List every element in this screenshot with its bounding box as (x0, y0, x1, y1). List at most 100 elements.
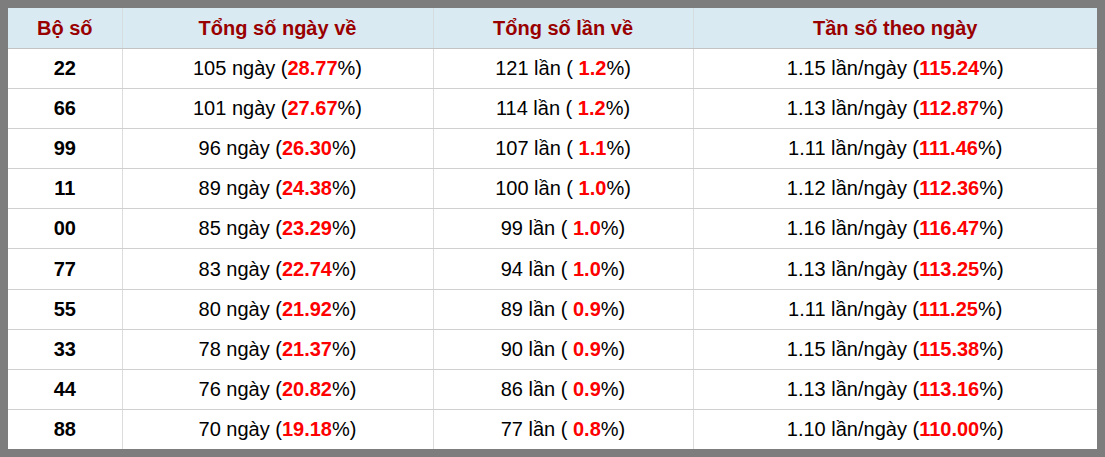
lottery-pair-statistics-table: Bộ số Tổng số ngày về Tổng số lần về Tần… (8, 8, 1097, 449)
cell-text: 80 ngày ( (199, 298, 282, 320)
cell-total-days: 105 ngày (28.77%) (122, 49, 433, 89)
cell-text: %) (332, 338, 356, 360)
cell-text: %) (606, 57, 630, 79)
cell-pair-number: 88 (8, 409, 122, 449)
header-total-days: Tổng số ngày về (122, 8, 433, 49)
cell-text: %) (332, 217, 356, 239)
cell-text: 77 lần ( (501, 418, 573, 440)
cell-pair-number: 22 (8, 49, 122, 89)
cell-pair-number: 55 (8, 289, 122, 329)
cell-total-days: 85 ngày (23.29%) (122, 209, 433, 249)
cell-text: %) (979, 378, 1003, 400)
cell-pair-number: 99 (8, 129, 122, 169)
highlight-value: 112.87 (919, 97, 979, 119)
highlight-value: 1.2 (578, 97, 606, 119)
highlight-value: 19.18 (282, 418, 332, 440)
cell-total-days: 89 ngày (24.38%) (122, 169, 433, 209)
highlight-value: 111.25 (919, 298, 978, 320)
cell-frequency-per-day: 1.13 lần/ngày (112.87%) (693, 89, 1097, 129)
cell-text: 83 ngày ( (199, 258, 282, 280)
cell-text: 1.13 lần/ngày ( (787, 378, 919, 400)
statistics-table-window: Bộ số Tổng số ngày về Tổng số lần về Tần… (0, 0, 1105, 457)
highlight-value: 21.92 (282, 298, 332, 320)
cell-text: 1.13 lần/ngày ( (787, 97, 919, 119)
highlight-value: 0.8 (573, 418, 601, 440)
table-row: 7783 ngày (22.74%)94 lần ( 1.0%)1.13 lần… (8, 249, 1097, 289)
cell-text: %) (332, 177, 356, 199)
cell-text: 1.11 lần/ngày ( (788, 298, 919, 320)
cell-text: 1.15 lần/ngày ( (787, 338, 919, 360)
table-row: 8870 ngày (19.18%)77 lần ( 0.8%)1.10 lần… (8, 409, 1097, 449)
table-row: 3378 ngày (21.37%)90 lần ( 0.9%)1.15 lần… (8, 329, 1097, 369)
highlight-value: 1.0 (573, 217, 601, 239)
cell-text: 99 lần ( (501, 217, 573, 239)
cell-pair-number: 00 (8, 209, 122, 249)
cell-text: %) (979, 177, 1003, 199)
cell-text: 107 lần ( (495, 137, 578, 159)
cell-text: 70 ngày ( (199, 418, 282, 440)
cell-total-times: 89 lần ( 0.9%) (433, 289, 693, 329)
cell-text: 94 lần ( (501, 258, 573, 280)
highlight-value: 112.36 (919, 177, 979, 199)
highlight-value: 113.16 (919, 378, 979, 400)
highlight-value: 1.0 (579, 177, 607, 199)
highlight-value: 27.67 (288, 97, 338, 119)
cell-text: %) (978, 137, 1002, 159)
header-row: Bộ số Tổng số ngày về Tổng số lần về Tần… (8, 8, 1097, 49)
cell-total-times: 114 lần ( 1.2%) (433, 89, 693, 129)
cell-text: 121 lần ( (495, 57, 578, 79)
cell-text: %) (601, 298, 625, 320)
cell-text: 78 ngày ( (199, 338, 282, 360)
table-row: 66101 ngày (27.67%)114 lần ( 1.2%)1.13 l… (8, 89, 1097, 129)
highlight-value: 0.9 (573, 338, 601, 360)
cell-text: 1.16 lần/ngày ( (787, 217, 919, 239)
cell-total-times: 86 lần ( 0.9%) (433, 369, 693, 409)
cell-text: %) (979, 258, 1003, 280)
cell-text: 76 ngày ( (199, 378, 282, 400)
table-row: 0085 ngày (23.29%) 99 lần ( 1.0%) 1.16 lần… (8, 209, 1097, 249)
highlight-value: 23.29 (282, 217, 332, 239)
table-row: 9996 ngày (26.30%)107 lần ( 1.1%)1.11 lầ… (8, 129, 1097, 169)
cell-pair-number: 77 (8, 249, 122, 289)
cell-text: 1.12 lần/ngày ( (787, 177, 919, 199)
cell-frequency-per-day: 1.10 lần/ngày (110.00%) (693, 409, 1097, 449)
highlight-value: 22.74 (282, 258, 332, 280)
cell-text: %) (332, 378, 356, 400)
cell-text: 89 ngày ( (199, 177, 282, 199)
highlight-value: 28.77 (288, 57, 338, 79)
table-body: 22105 ngày (28.77%)121 lần ( 1.2%)1.15 l… (8, 49, 1097, 450)
cell-text: %) (979, 338, 1003, 360)
cell-text: %) (606, 97, 630, 119)
cell-total-times: 107 lần ( 1.1%) (433, 129, 693, 169)
cell-text: 1.13 lần/ngày ( (787, 258, 919, 280)
cell-text: %) (978, 298, 1002, 320)
cell-text: 89 lần ( (501, 298, 573, 320)
highlight-value: 113.25 (919, 258, 979, 280)
cell-text: 114 lần ( (496, 97, 578, 119)
cell-text: %) (332, 258, 356, 280)
cell-text: 101 ngày ( (193, 97, 288, 119)
cell-text: 1.11 lần/ngày ( (788, 137, 919, 159)
highlight-value: 1.1 (579, 137, 607, 159)
cell-total-times: 90 lần ( 0.9%) (433, 329, 693, 369)
highlight-value: 0.9 (573, 298, 601, 320)
cell-text: 86 lần ( (501, 378, 573, 400)
cell-text: 96 ngày ( (199, 137, 282, 159)
cell-text: 85 ngày ( (199, 217, 282, 239)
highlight-value: 111.46 (919, 137, 978, 159)
cell-text: %) (979, 57, 1003, 79)
table-row: 1189 ngày (24.38%)100 lần ( 1.0%)1.12 lầ… (8, 169, 1097, 209)
cell-total-times: 77 lần ( 0.8%) (433, 409, 693, 449)
table-row: 22105 ngày (28.77%)121 lần ( 1.2%)1.15 l… (8, 49, 1097, 89)
highlight-value: 24.38 (282, 177, 332, 199)
cell-text: %) (332, 418, 356, 440)
cell-text: %) (979, 418, 1003, 440)
cell-frequency-per-day: 1.12 lần/ngày (112.36%) (693, 169, 1097, 209)
cell-total-days: 83 ngày (22.74%) (122, 249, 433, 289)
cell-text: %) (332, 298, 356, 320)
header-frequency-per-day: Tần số theo ngày (693, 8, 1097, 49)
cell-frequency-per-day: 1.11 lần/ngày (111.25%) (693, 289, 1097, 329)
cell-total-times: 100 lần ( 1.0%) (433, 169, 693, 209)
cell-text: 105 ngày ( (193, 57, 288, 79)
cell-text: %) (606, 137, 630, 159)
